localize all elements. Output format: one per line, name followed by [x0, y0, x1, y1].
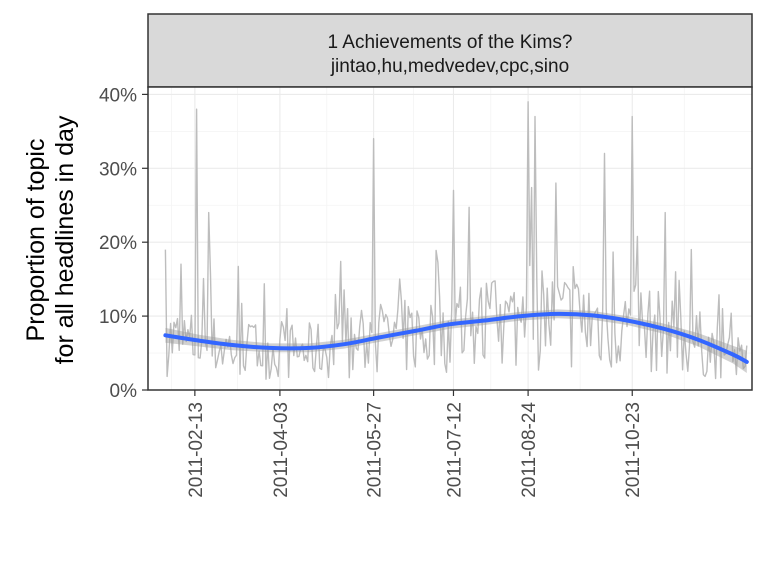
y-tick-label: 0%	[110, 381, 138, 402]
x-tick-label: 2011-10-23	[623, 402, 644, 498]
daily-proportion-line	[164, 101, 748, 380]
x-tick-label: 2011-05-27	[365, 402, 386, 498]
x-tick-label: 2011-02-13	[186, 402, 207, 498]
plot-panel	[148, 87, 752, 390]
x-tick-label: 2011-04-03	[271, 402, 292, 498]
facet-strip	[147, 13, 753, 88]
y-tick-label: 10%	[99, 307, 137, 328]
x-axis: 2011-02-13 2011-04-03 2011-05-27 2011-07-12…	[186, 390, 644, 498]
y-tick-label: 40%	[99, 85, 137, 106]
minor-gridlines	[148, 87, 752, 390]
facet-title: 1 Achievements of the Kims?	[327, 32, 572, 53]
x-tick-label: 2011-08-24	[519, 402, 540, 498]
y-tick-label: 20%	[99, 233, 137, 254]
y-axis-title-line2: for all headlines in day	[51, 115, 79, 364]
y-tick-label: 30%	[99, 159, 137, 180]
facet-subtitle: jintao,hu,medvedev,cpc,sino	[330, 56, 569, 77]
smoothed-trend-line	[163, 311, 749, 364]
y-axis: 0% 10% 20% 30% 40%	[99, 85, 148, 402]
x-tick-label: 2011-07-12	[445, 402, 466, 498]
panel-border	[147, 86, 753, 391]
y-axis-title: Proportion of topic	[22, 139, 50, 342]
